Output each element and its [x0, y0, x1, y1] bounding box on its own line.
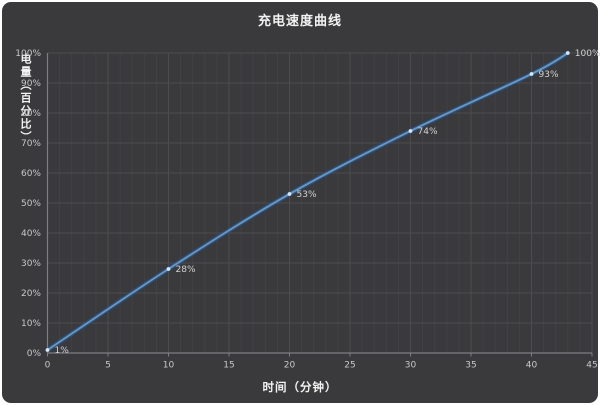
y-tick-label: 70% [21, 139, 41, 149]
x-tick-label: 45 [586, 361, 597, 371]
x-tick-label: 40 [526, 361, 538, 371]
series-line-glow [45, 50, 571, 353]
data-point-marker [408, 129, 413, 133]
y-tick-label: 60% [21, 169, 41, 179]
data-point-label: 1% [55, 346, 70, 356]
y-tick-label: 50% [21, 199, 41, 209]
data-point-label: 28% [176, 265, 196, 275]
y-tick-label: 80% [21, 109, 41, 119]
y-tick-label: 20% [21, 289, 41, 299]
y-tick-label: 0% [27, 349, 42, 359]
y-axis-title: 电量（百分比） [19, 53, 32, 144]
y-tick-label: 30% [21, 259, 41, 269]
data-point-marker [166, 267, 171, 271]
y-tick-label: 100% [15, 49, 41, 59]
x-tick-label: 5 [105, 361, 111, 371]
series-line [46, 52, 569, 351]
x-tick-label: 35 [465, 361, 476, 371]
data-point-marker [565, 51, 570, 55]
data-point-marker [529, 72, 534, 76]
data-point-marker [45, 348, 50, 352]
x-tick-label: 25 [344, 361, 355, 371]
x-tick-label: 30 [405, 361, 417, 371]
chart-title: 充电速度曲线 [257, 14, 342, 29]
y-tick-label: 10% [21, 319, 41, 329]
y-tick-label: 40% [21, 229, 41, 239]
data-point-label: 53% [297, 190, 317, 200]
data-point-label: 93% [539, 70, 559, 80]
data-point-label: 100% [575, 49, 600, 59]
x-tick-label: 10 [163, 361, 175, 371]
data-point-marker [287, 192, 292, 196]
x-tick-label: 0 [45, 361, 51, 371]
y-tick-label: 90% [21, 79, 41, 89]
x-tick-label: 20 [284, 361, 296, 371]
x-tick-label: 15 [223, 361, 234, 371]
x-axis-title: 时间（分钟） [262, 380, 338, 394]
data-point-label: 74% [418, 127, 438, 137]
